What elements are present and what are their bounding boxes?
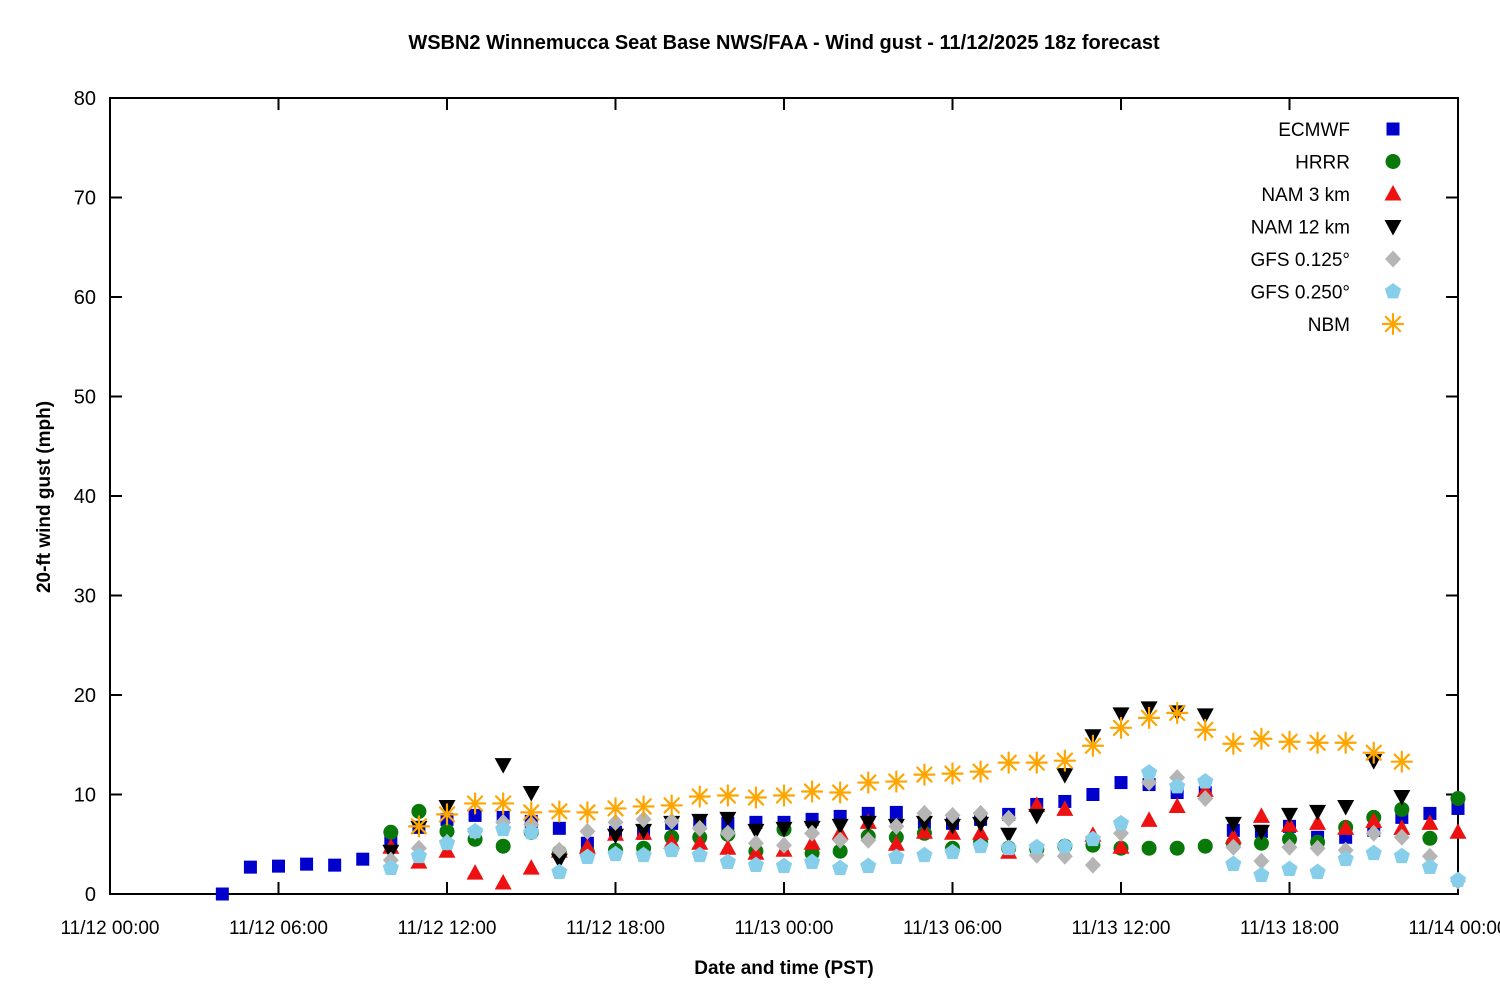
series-nbm [407,701,1413,838]
legend-marker-circle-icon [1385,154,1401,169]
series-nam-3-km [382,781,1467,890]
y-tick-label: 20 [74,685,96,707]
y-tick-label: 60 [74,287,96,309]
legend-item-gfs-0-250: GFS 0.250° [1251,283,1402,304]
legend-label: NAM 3 km [1261,185,1350,206]
x-tick-label: 11/13 12:00 [1072,918,1171,939]
y-tick-label: 50 [74,387,96,409]
x-tick-label: 11/13 00:00 [735,918,834,939]
legend-marker-triangle-up-icon [1384,185,1402,201]
x-tick-label: 11/12 00:00 [61,918,160,939]
y-tick-label: 40 [74,486,96,508]
y-axis-title: 20-ft wind gust (mph) [34,400,55,594]
x-tick-label: 11/14 00:00 [1409,918,1500,939]
legend-label: NAM 12 km [1251,218,1350,239]
legend-label: ECMWF [1278,120,1350,141]
legend-marker-pentagon-icon [1384,283,1402,299]
legend-label: NBM [1308,315,1350,336]
series-gfs-0-250 [382,764,1467,887]
x-tick-label: 11/13 18:00 [1240,918,1339,939]
legend-label: GFS 0.125° [1251,250,1350,271]
x-tick-label: 11/12 12:00 [398,918,497,939]
legend-item-ecmwf: ECMWF [1278,120,1400,141]
legend-marker-triangle-down-icon [1384,220,1402,236]
legend-marker-square-icon [1386,122,1400,136]
legend-item-nbm: NBM [1308,312,1405,336]
x-tick-label: 11/13 06:00 [903,918,1002,939]
x-axis-ticks: 11/12 00:00 11/12 06:00 11/12 12:00 11/12 1… [61,98,1500,939]
legend-marker-asterisk-icon [1381,312,1405,336]
legend-item-gfs-0-125: GFS 0.125° [1251,250,1401,271]
y-tick-label: 70 [74,188,96,210]
y-tick-label: 30 [74,586,96,608]
y-tick-label: 80 [74,88,96,110]
chart-title: WSBN2 Winnemucca Seat Base NWS/FAA - Win… [408,32,1160,54]
legend-label: HRRR [1295,153,1350,174]
x-tick-label: 11/12 18:00 [566,918,665,939]
x-tick-label: 11/12 06:00 [229,918,328,939]
y-tick-label: 0 [85,884,96,906]
legend-marker-diamond-icon [1385,250,1401,268]
y-axis-ticks: 0 10 20 30 40 50 60 70 80 [74,88,1458,906]
legend-label: GFS 0.250° [1251,283,1350,304]
chart-legend: ECMWF HRRR NAM 3 km NAM 12 km GFS 0.125° GFS … [1251,120,1405,336]
y-tick-label: 10 [74,785,96,807]
legend-item-nam-12-km: NAM 12 km [1251,218,1402,239]
x-axis-title: Date and time (PST) [694,958,874,979]
legend-item-hrrr: HRRR [1295,153,1401,174]
legend-item-nam-3-km: NAM 3 km [1261,185,1402,206]
